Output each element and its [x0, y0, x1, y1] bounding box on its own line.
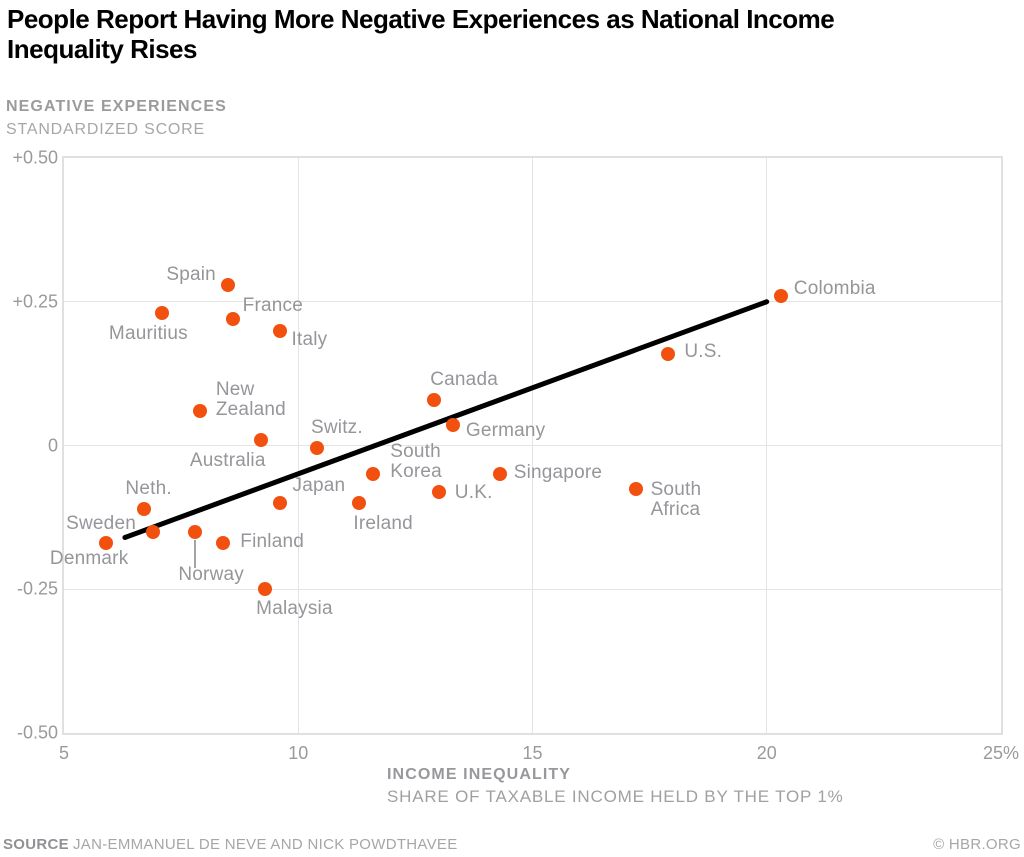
point-label-canada: Canada: [430, 368, 498, 390]
hbr-credit: © HBR.ORG: [933, 836, 1021, 853]
point-label-france: France: [242, 295, 303, 316]
data-point-u-s: [661, 346, 676, 361]
point-label-germany: Germany: [465, 420, 546, 442]
data-point-u-k: [431, 484, 446, 499]
point-label-u-s: U.S.: [684, 340, 723, 362]
chart-title: People Report Having More Negative Exper…: [7, 4, 835, 64]
data-point-france: [225, 312, 240, 326]
y-tick-0-50: +0.50: [12, 147, 58, 168]
gridline-y--0.25: [64, 588, 1001, 590]
data-point-denmark: [99, 536, 114, 551]
footer: SOURCE JAN-EMMANUEL DE NEVE AND NICK POWD…: [3, 836, 1021, 853]
x-tick-20: 20: [756, 743, 777, 763]
source-text: JAN-EMMANUEL DE NEVE AND NICK POWDTHAVEE: [72, 836, 458, 853]
point-label-sweden: Sweden: [66, 512, 136, 534]
y-axis-header: NEGATIVE EXPERIENCES STANDARDIZED SCORE: [6, 98, 227, 139]
plot-area: 5 10 15 20 25% +0.50 +0.25 0 -0.25 -0.50 Spain Maur…: [12, 148, 1019, 764]
data-point-japan: [272, 496, 287, 510]
data-point-norway: [188, 524, 203, 539]
x-axis-header: INCOME INEQUALITY SHARE OF TAXABLE INCOM…: [387, 766, 844, 807]
data-point-south-korea: [366, 467, 381, 482]
y-tick-0-50: -0.50: [16, 722, 58, 743]
source-label: SOURCE: [3, 836, 69, 853]
x-axis-title: INCOME INEQUALITY: [387, 766, 572, 783]
point-label-spain: Spain: [166, 263, 216, 285]
data-point-australia: [253, 432, 268, 447]
point-label-ireland: Ireland: [353, 513, 413, 534]
data-point-italy: [272, 323, 287, 338]
point-label-colombia: Colombia: [793, 278, 876, 299]
data-point-germany: [445, 418, 460, 433]
leader-line-norway: [194, 539, 197, 568]
y-axis-title: NEGATIVE EXPERIENCES: [6, 98, 227, 115]
point-label-new-zealand: New Zealand: [215, 379, 286, 420]
data-point-mauritius: [155, 306, 170, 321]
data-point-finland: [216, 536, 231, 551]
y-tick-0-25: -0.25: [16, 578, 58, 599]
point-label-italy: Italy: [291, 328, 328, 350]
x-tick-15: 15: [522, 743, 543, 763]
x-tick-25: 25%: [982, 743, 1020, 763]
point-label-norway: Norway: [178, 563, 244, 585]
point-label-singapore: Singapore: [513, 462, 603, 484]
data-point-switz: [309, 441, 324, 456]
data-point-neth: [136, 501, 151, 516]
data-point-ireland: [352, 496, 367, 510]
x-tick-5: 5: [58, 743, 70, 763]
data-point-singapore: [492, 467, 507, 482]
x-tick-10: 10: [288, 743, 309, 763]
data-point-new-zealand: [192, 404, 207, 418]
point-label-south-korea: South Korea: [390, 441, 442, 483]
point-label-mauritius: Mauritius: [108, 323, 188, 345]
data-point-colombia: [773, 289, 788, 303]
y-tick-0-25: +0.25: [12, 291, 58, 312]
data-point-south-africa: [628, 481, 643, 496]
point-label-malaysia: Malaysia: [256, 598, 333, 620]
source-line: SOURCE JAN-EMMANUEL DE NEVE AND NICK POWD…: [3, 836, 458, 853]
gridline-y-0.25: [64, 301, 1001, 303]
y-tick-0: 0: [47, 435, 58, 455]
point-label-switz: Switz.: [310, 417, 363, 439]
x-axis-subtitle: SHARE OF TAXABLE INCOME HELD BY THE TOP …: [387, 787, 844, 806]
point-label-japan: Japan: [292, 475, 346, 496]
point-label-australia: Australia: [189, 449, 266, 471]
point-label-u-k: U.K.: [454, 481, 493, 503]
point-label-denmark: Denmark: [49, 548, 129, 570]
point-label-finland: Finland: [240, 531, 304, 553]
data-point-canada: [427, 392, 442, 407]
gridline-y-0: [64, 445, 1001, 446]
data-point-malaysia: [258, 582, 273, 597]
data-point-sweden: [146, 524, 160, 539]
point-label-south-africa: South Africa: [650, 478, 702, 520]
y-axis-subtitle: STANDARDIZED SCORE: [6, 121, 206, 138]
point-label-neth: Neth.: [125, 477, 172, 499]
data-point-spain: [220, 277, 235, 292]
